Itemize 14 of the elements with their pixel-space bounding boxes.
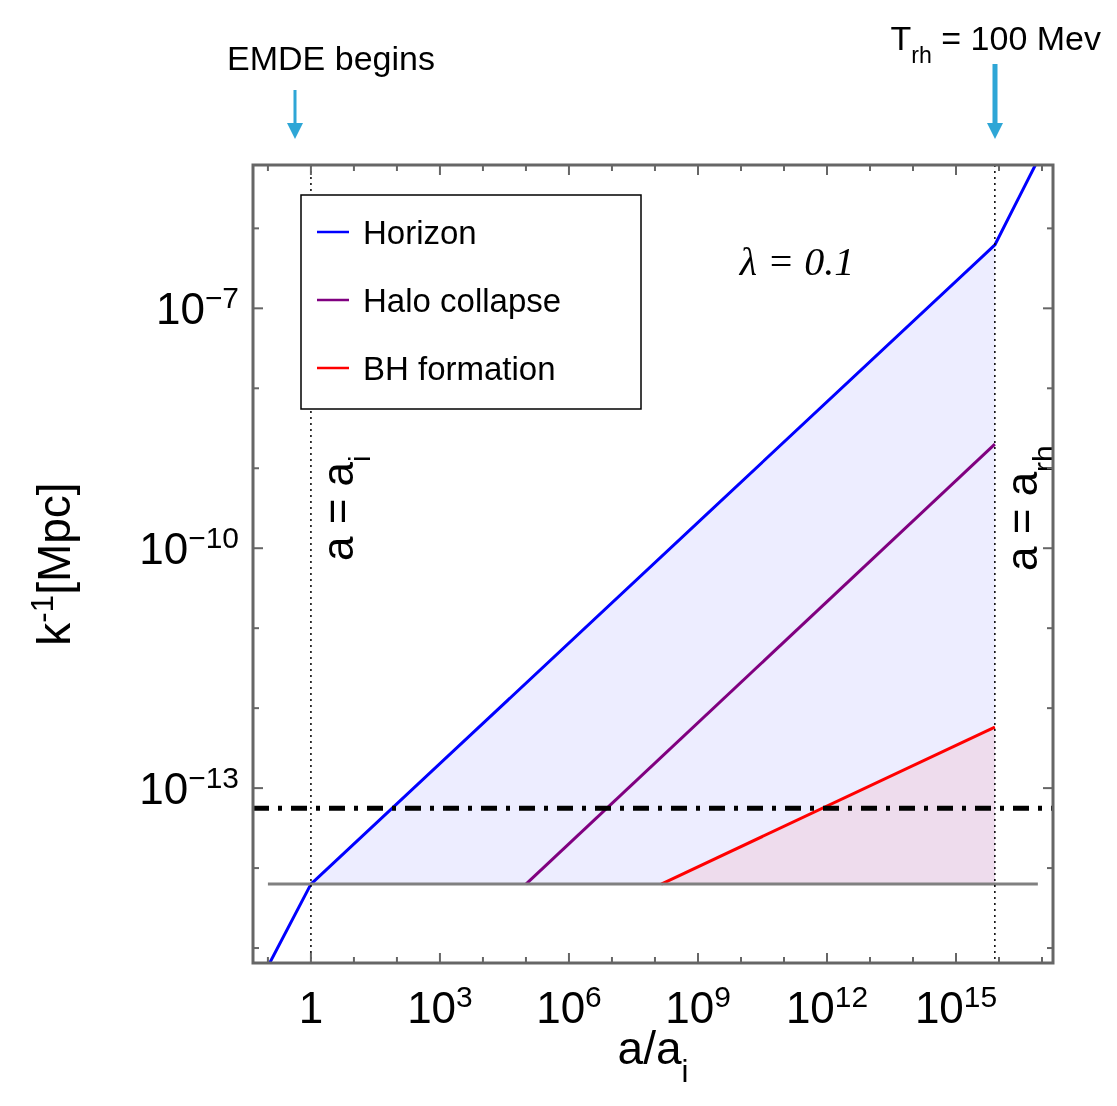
x-tick-label: 1 [298, 983, 324, 1032]
x-tick-label: 10$^{12}$ [785, 979, 869, 1032]
legend-label: Horizon [363, 214, 477, 251]
text: T$_{rh}$ = 100 Mev [890, 19, 1101, 68]
x-tick-label: 10$^{15}$ [914, 979, 998, 1032]
legend-label: Halo collapse [363, 282, 562, 319]
legend-label: BH formation [363, 350, 556, 387]
y-tick-label: 10$^{−13}$ [139, 760, 239, 814]
annotation: λ = 0.1 [738, 239, 855, 284]
x-tick-label: 10$^{6}$ [536, 979, 602, 1032]
y-tick-label: 10$^{−10}$ [139, 520, 239, 574]
y-tick-label: 10$^{−7}$ [155, 280, 239, 334]
text: EMDE begins [227, 39, 435, 77]
x-tick-label: 10$^{3}$ [407, 979, 473, 1032]
